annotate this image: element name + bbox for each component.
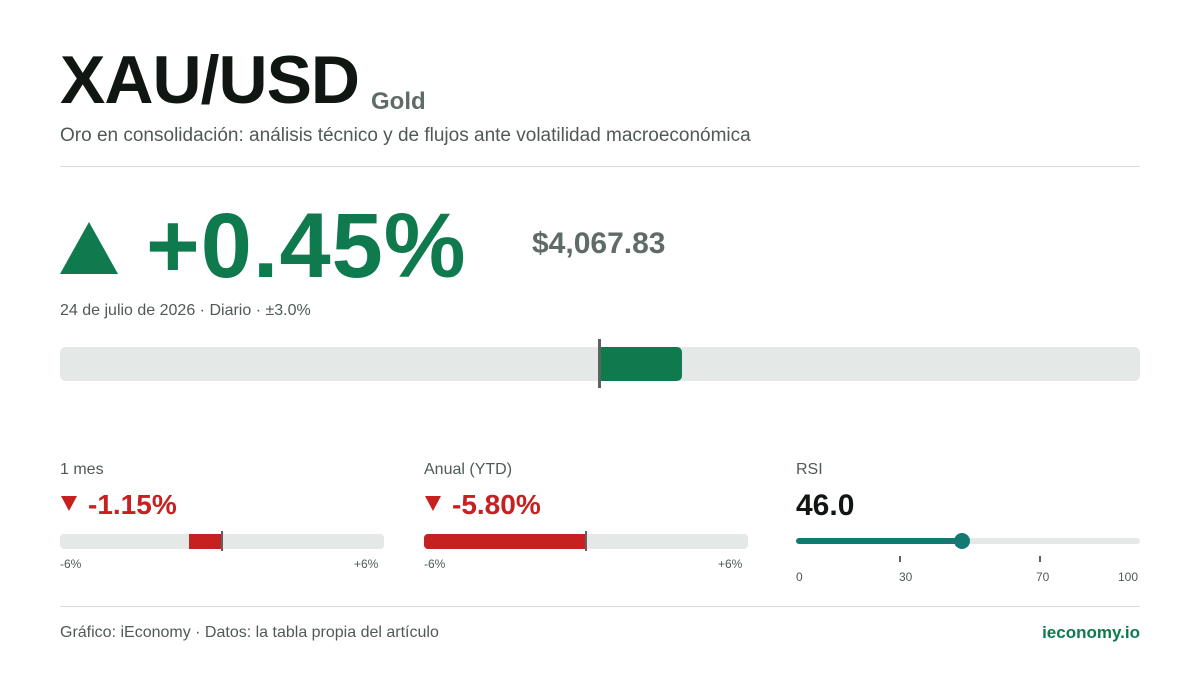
triangle-up-icon	[60, 222, 118, 274]
daily-change: +0.45%	[146, 195, 467, 297]
rsi-label: RSI	[796, 461, 823, 478]
footer-divider	[60, 606, 1140, 607]
rsi-tick-label-70: 70	[1036, 570, 1050, 584]
metric-ytd-value: -5.80%	[452, 489, 541, 520]
range-text: ±3.0%	[265, 302, 311, 319]
triangle-down-icon	[425, 496, 441, 511]
meta-line: 24 de julio de 2026 · Diario · ±3.0%	[60, 302, 311, 319]
period-text: Diario	[209, 302, 252, 319]
triangle-down-icon	[61, 496, 77, 511]
rsi-marker	[954, 533, 970, 549]
asset-name: Gold	[371, 88, 426, 115]
metric-1m-min: -6%	[60, 557, 82, 571]
metric-ytd-label: Anual (YTD)	[424, 461, 513, 478]
rsi-fill	[796, 538, 962, 544]
current-price: $4,067.83	[532, 227, 666, 260]
daily-change-bar	[600, 347, 682, 381]
metric-ytd-bar	[424, 534, 586, 549]
daily-range-center-marker	[598, 339, 601, 388]
symbol-title: XAU/USD	[60, 42, 360, 118]
page-subtitle: Oro en consolidación: análisis técnico y…	[60, 125, 751, 146]
metric-1m-label: 1 mes	[60, 461, 104, 478]
metric-ytd-center-marker	[585, 531, 587, 551]
metric-ytd-min: -6%	[424, 557, 446, 571]
divider	[60, 166, 1140, 167]
brand-link[interactable]: ieconomy.io	[1042, 623, 1140, 642]
metric-ytd-max: +6%	[718, 557, 743, 571]
metric-1m-bar	[189, 534, 222, 549]
metric-1m-max: +6%	[354, 557, 379, 571]
metric-1m-center-marker	[221, 531, 223, 551]
footer-credit: Gráfico: iEconomy · Datos: la tabla prop…	[60, 624, 439, 641]
date-text: 24 de julio de 2026	[60, 302, 196, 319]
rsi-tick-label-100: 100	[1118, 570, 1139, 584]
metric-1m-value: -1.15%	[88, 489, 177, 520]
rsi-tick-30	[899, 556, 901, 562]
rsi-tick-label-0: 0	[796, 570, 803, 584]
rsi-tick-label-30: 30	[899, 570, 913, 584]
rsi-tick-70	[1039, 556, 1041, 562]
rsi-value: 46.0	[796, 489, 855, 522]
